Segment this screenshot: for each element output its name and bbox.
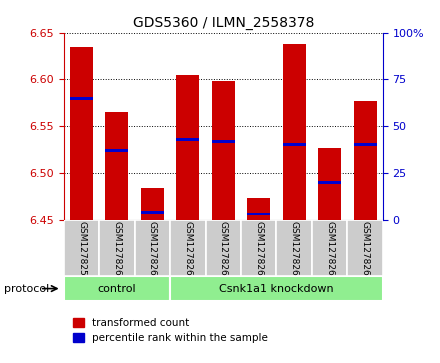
Bar <box>170 220 205 276</box>
Text: GSM1278267: GSM1278267 <box>360 221 370 282</box>
Bar <box>106 112 128 220</box>
Text: Csnk1a1 knockdown: Csnk1a1 knockdown <box>219 284 334 294</box>
Bar <box>70 97 93 99</box>
Bar <box>241 220 276 276</box>
Bar <box>170 276 383 301</box>
Bar <box>312 220 347 276</box>
Bar <box>64 276 170 301</box>
Bar <box>354 143 377 146</box>
Bar <box>99 220 135 276</box>
Bar <box>141 188 164 220</box>
Bar <box>247 213 270 215</box>
Title: GDS5360 / ILMN_2558378: GDS5360 / ILMN_2558378 <box>132 16 314 30</box>
Bar <box>276 220 312 276</box>
Bar <box>212 81 235 220</box>
Text: GSM1278266: GSM1278266 <box>325 221 334 282</box>
Bar <box>247 198 270 220</box>
Text: GSM1278262: GSM1278262 <box>183 221 192 282</box>
Bar <box>282 44 306 220</box>
Bar <box>318 181 341 184</box>
Bar <box>318 148 341 220</box>
Bar <box>176 75 199 220</box>
Bar <box>205 220 241 276</box>
Bar <box>282 143 306 146</box>
Bar <box>176 138 199 140</box>
Legend: transformed count, percentile rank within the sample: transformed count, percentile rank withi… <box>69 314 272 347</box>
Bar <box>64 220 99 276</box>
Bar <box>354 101 377 220</box>
Text: GSM1278264: GSM1278264 <box>254 221 263 282</box>
Text: GSM1278259: GSM1278259 <box>77 221 86 282</box>
Text: GSM1278265: GSM1278265 <box>290 221 299 282</box>
Text: protocol: protocol <box>4 284 50 294</box>
Bar <box>212 140 235 143</box>
Text: GSM1278263: GSM1278263 <box>219 221 228 282</box>
Text: GSM1278260: GSM1278260 <box>113 221 121 282</box>
Bar <box>135 220 170 276</box>
Text: control: control <box>98 284 136 294</box>
Bar <box>141 211 164 213</box>
Bar <box>70 47 93 220</box>
Bar <box>106 149 128 152</box>
Bar <box>347 220 383 276</box>
Text: GSM1278261: GSM1278261 <box>148 221 157 282</box>
